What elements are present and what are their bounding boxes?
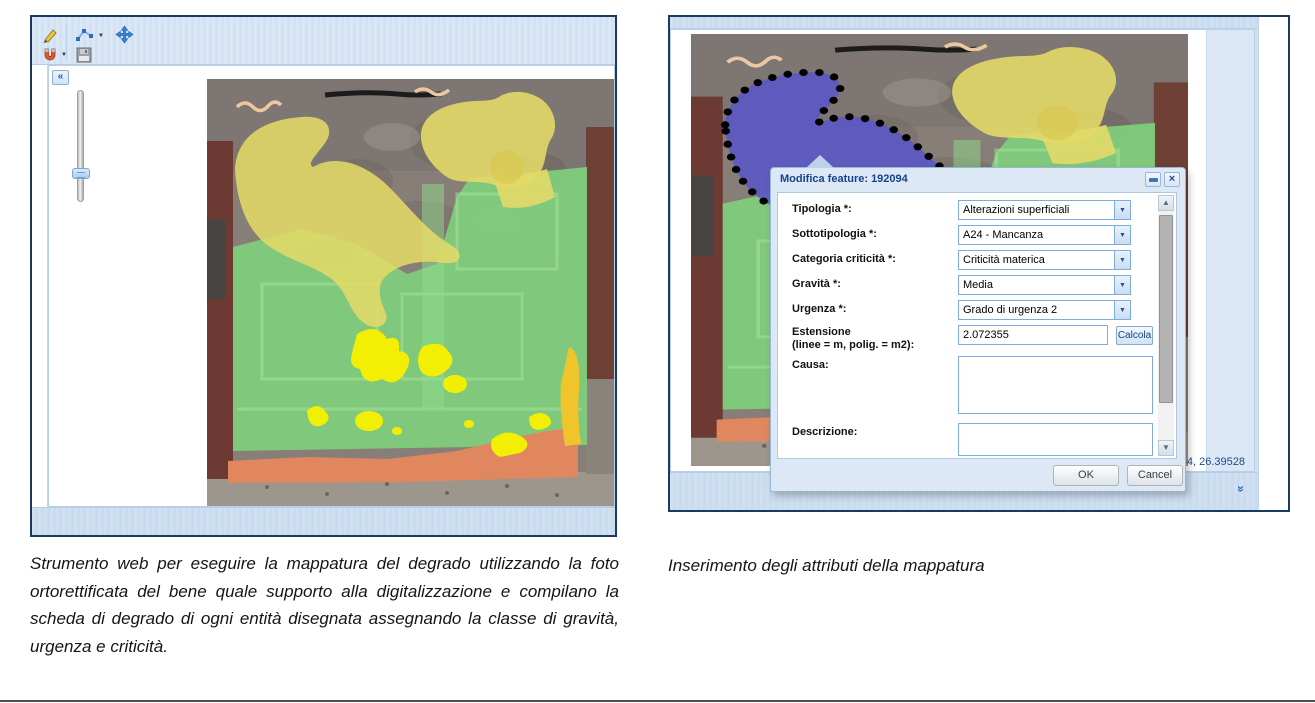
draw-pencil-button[interactable]	[38, 25, 62, 45]
urgenza-select[interactable]: ▼	[958, 300, 1131, 320]
zoom-slider[interactable]	[72, 90, 90, 202]
map-viewport[interactable]: «	[48, 65, 615, 507]
edit-vertices-icon	[75, 29, 93, 41]
ortho-photo-with-overlays	[207, 79, 614, 507]
categoria-criticita-label: Categoria criticità *:	[792, 253, 896, 265]
edit-vertices-dropdown-icon[interactable]: ▼	[98, 33, 104, 39]
attribute-editor-panel: 4, 26.39528 » Modifica feature: 192094 ×…	[668, 15, 1290, 512]
causa-label: Causa:	[792, 359, 829, 371]
causa-textarea[interactable]	[958, 356, 1153, 414]
urgenza-value[interactable]	[958, 300, 1115, 320]
right-figure-caption: Inserimento degli attributi della mappat…	[668, 556, 985, 575]
sottotipologia-value[interactable]	[958, 225, 1115, 245]
scroll-thumb[interactable]	[1159, 215, 1173, 403]
collapse-sidebar-button[interactable]: «	[52, 70, 69, 85]
dialog-scrollbar[interactable]: ▲ ▼	[1158, 195, 1174, 456]
dialog-footer: OK Cancel	[771, 459, 1185, 491]
snap-magnet-dropdown-icon[interactable]: ▼	[61, 52, 67, 58]
close-button[interactable]: ×	[1164, 172, 1180, 187]
estensione-label-line2: (linee = m, polig. = m2):	[792, 339, 915, 351]
dialog-callout-arrow	[806, 155, 834, 168]
snap-magnet-icon	[44, 48, 56, 61]
edit-feature-dialog: Modifica feature: 192094 × Tipologia *: …	[770, 155, 1186, 492]
chevron-down-icon[interactable]: ▼	[1114, 300, 1131, 320]
left-figure-caption: Strumento web per eseguire la mappatura …	[30, 554, 619, 656]
tipologia-label: Tipologia *:	[792, 203, 852, 215]
snap-magnet-button[interactable]	[38, 45, 62, 65]
west-sidebar-collapsed	[32, 65, 48, 507]
south-strip	[32, 507, 615, 535]
map-margin	[1206, 30, 1254, 471]
chevron-down-icon[interactable]: ▼	[1114, 250, 1131, 270]
scroll-up-icon: ▲	[1162, 198, 1170, 207]
dialog-title: Modifica feature: 192094	[780, 173, 908, 185]
ok-button[interactable]: OK	[1053, 465, 1119, 486]
tipologia-value[interactable]	[958, 200, 1115, 220]
east-sidebar-collapsed	[1258, 17, 1288, 510]
scroll-up-button[interactable]: ▲	[1158, 195, 1174, 211]
estensione-label-line1: Estensione	[792, 326, 851, 338]
categoria-criticita-value[interactable]	[958, 250, 1115, 270]
tipologia-select[interactable]: ▼	[958, 200, 1131, 220]
page-bottom-rule	[0, 700, 1315, 702]
edit-toolbar: ▼ ▼	[32, 17, 615, 65]
sottotipologia-label: Sottotipologia *:	[792, 228, 877, 240]
zoom-slider-handle[interactable]	[72, 168, 90, 179]
urgenza-label: Urgenza *:	[792, 303, 847, 315]
edit-vertices-button[interactable]	[72, 25, 96, 45]
descrizione-label: Descrizione:	[792, 426, 858, 438]
collapse-panel-icon[interactable]: »	[1234, 485, 1248, 493]
chevron-down-icon[interactable]: ▼	[1114, 275, 1131, 295]
draw-pencil-icon	[44, 28, 57, 43]
dialog-form: Tipologia *: ▼ Sottotipologia *: ▼ Categ…	[777, 192, 1177, 459]
calcola-button[interactable]: Calcola	[1116, 326, 1153, 345]
dialog-header[interactable]: Modifica feature: 192094 ×	[771, 168, 1185, 192]
close-icon: ×	[1168, 173, 1176, 185]
scroll-down-icon: ▼	[1162, 443, 1170, 452]
cancel-button[interactable]: Cancel	[1127, 465, 1183, 486]
save-button[interactable]	[72, 45, 96, 65]
categoria-criticita-select[interactable]: ▼	[958, 250, 1131, 270]
pin-icon	[1148, 177, 1158, 182]
gravita-select[interactable]: ▼	[958, 275, 1131, 295]
pan-button[interactable]	[112, 24, 136, 44]
estensione-field	[958, 325, 1108, 345]
chevron-down-icon[interactable]: ▼	[1114, 225, 1131, 245]
gravita-label: Gravità *:	[792, 278, 841, 290]
chevron-down-icon[interactable]: ▼	[1114, 200, 1131, 220]
scroll-down-button[interactable]: ▼	[1158, 440, 1174, 456]
descrizione-textarea[interactable]	[958, 423, 1153, 456]
pin-button[interactable]	[1145, 172, 1161, 187]
pan-icon	[115, 25, 133, 43]
top-strip	[670, 17, 1258, 29]
mouse-coordinates: 4, 26.39528	[1186, 456, 1245, 468]
map-canvas[interactable]	[207, 79, 614, 507]
sottotipologia-select[interactable]: ▼	[958, 225, 1131, 245]
estensione-input[interactable]	[958, 325, 1108, 345]
save-icon	[76, 47, 92, 63]
map-editor-panel: ▼ ▼	[30, 15, 617, 537]
gravita-value[interactable]	[958, 275, 1115, 295]
